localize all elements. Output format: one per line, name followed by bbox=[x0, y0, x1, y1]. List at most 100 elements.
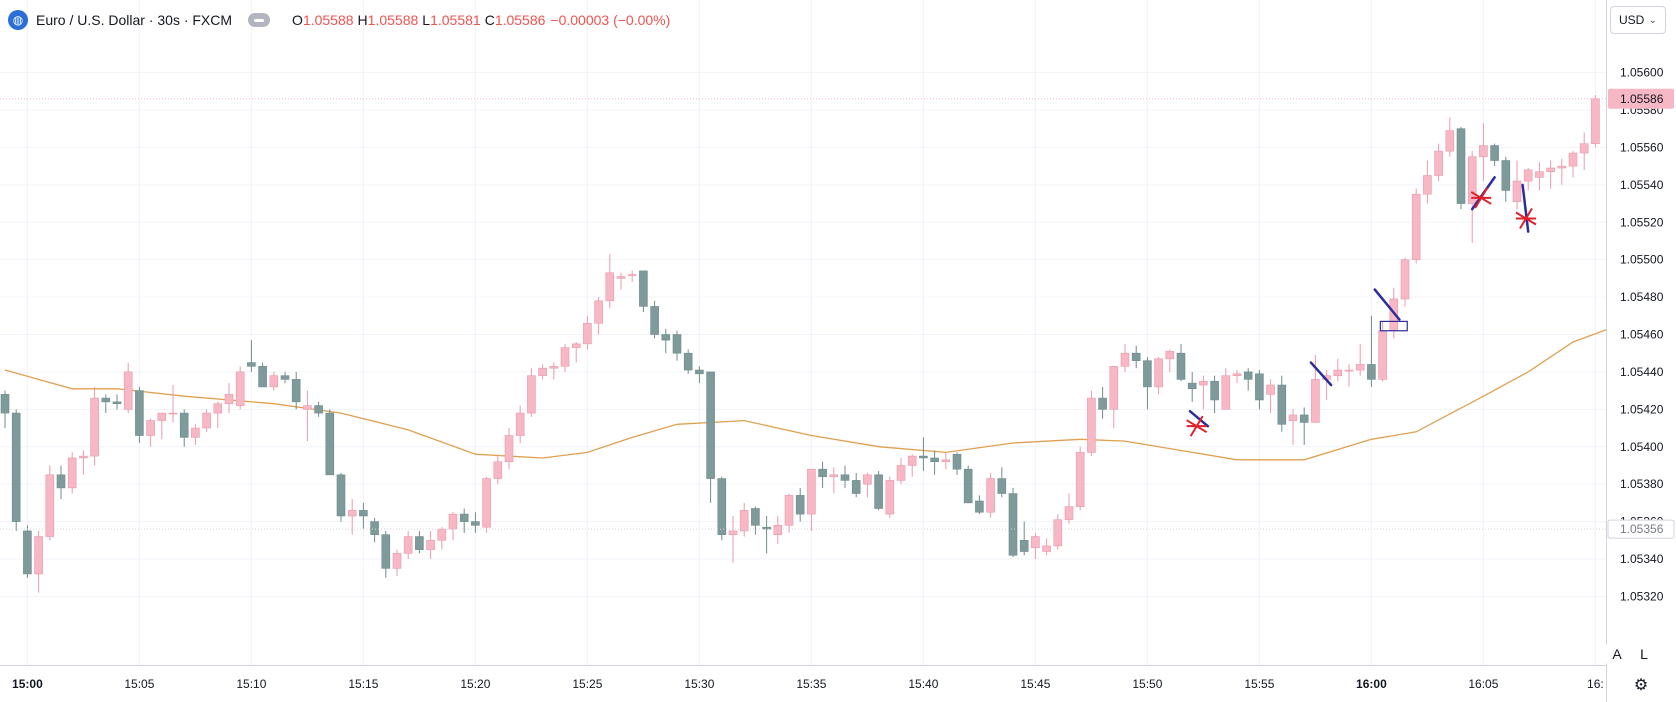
trend-line-drawing bbox=[1373, 288, 1401, 321]
candle-body bbox=[426, 539, 435, 550]
rectangle-drawing bbox=[1379, 320, 1408, 332]
candle bbox=[280, 371, 290, 384]
time-tick-label: 16: bbox=[1587, 677, 1604, 691]
candle-body bbox=[504, 435, 514, 463]
candle-body bbox=[538, 367, 547, 376]
candle-body bbox=[1456, 128, 1466, 204]
time-axis-background bbox=[0, 665, 1606, 702]
candle bbox=[146, 418, 155, 447]
candle-body bbox=[1053, 519, 1063, 547]
currency-label: USD bbox=[1619, 13, 1645, 27]
globe-icon[interactable]: ◍ bbox=[8, 10, 28, 30]
candle-body bbox=[605, 272, 615, 302]
candle bbox=[1411, 188, 1421, 264]
price-tick-label: 1.05560 bbox=[1620, 140, 1664, 154]
low-value: 1.05581 bbox=[430, 12, 481, 28]
candle bbox=[1523, 167, 1533, 191]
candle bbox=[1008, 487, 1018, 558]
candle-body bbox=[123, 371, 133, 410]
candle bbox=[448, 512, 458, 541]
candle-body bbox=[1546, 167, 1555, 173]
candle bbox=[1501, 156, 1511, 202]
candle bbox=[885, 476, 895, 518]
candle-body bbox=[1411, 193, 1421, 260]
candle bbox=[975, 495, 984, 515]
candle-body bbox=[997, 478, 1007, 494]
candle bbox=[471, 512, 480, 533]
candle-body bbox=[1042, 545, 1051, 552]
candle-body bbox=[840, 474, 850, 481]
candle-body bbox=[56, 474, 66, 489]
candle-body bbox=[1255, 373, 1264, 401]
candle-body bbox=[448, 513, 458, 530]
candle bbox=[818, 461, 827, 488]
candle-body bbox=[336, 474, 346, 517]
candle bbox=[1210, 375, 1219, 414]
price-tick-label: 1.05480 bbox=[1620, 290, 1664, 304]
price-tick-label: 1.05400 bbox=[1620, 440, 1664, 454]
price-tick-label: 1.05340 bbox=[1620, 552, 1664, 566]
close-value: 1.05586 bbox=[494, 12, 546, 28]
candle-body bbox=[583, 322, 592, 345]
symbol-legend: ◍ Euro / U.S. Dollar · 30s · FXCM O 1.055… bbox=[8, 8, 670, 32]
candle-body bbox=[280, 375, 290, 380]
candlestick-series[interactable] bbox=[0, 95, 1600, 593]
candle-body bbox=[1087, 397, 1096, 453]
crosshair-price-label: 1.05356 bbox=[1620, 522, 1664, 536]
candle bbox=[571, 341, 581, 363]
candle-body bbox=[0, 394, 10, 414]
candle bbox=[807, 468, 816, 531]
candle bbox=[1591, 95, 1600, 148]
candle bbox=[269, 371, 279, 391]
candle-body bbox=[1288, 414, 1298, 421]
price-tick-label: 1.05600 bbox=[1620, 66, 1664, 80]
price-tick-label: 1.05460 bbox=[1620, 328, 1664, 342]
currency-select[interactable]: USD ⌄ bbox=[1610, 6, 1666, 34]
candle-body bbox=[314, 405, 323, 414]
candle-body bbox=[1445, 130, 1455, 152]
chevron-down-icon: ⌄ bbox=[1648, 14, 1657, 26]
candle-body bbox=[112, 401, 122, 405]
candle-body bbox=[952, 453, 962, 470]
candle-body bbox=[1154, 358, 1163, 388]
candle-body bbox=[1591, 98, 1600, 144]
candle-body bbox=[415, 536, 424, 550]
candle bbox=[706, 371, 715, 503]
candle-body bbox=[571, 343, 581, 348]
time-tick-label: 15:25 bbox=[572, 677, 602, 691]
eye-icon[interactable] bbox=[248, 13, 271, 27]
candle-body bbox=[347, 510, 357, 517]
trend-line-drawing bbox=[1309, 361, 1333, 387]
gear-icon[interactable]: ⚙ bbox=[1633, 677, 1649, 694]
candle-body bbox=[90, 397, 99, 457]
candle bbox=[1557, 158, 1567, 185]
auto-scale-button[interactable]: A bbox=[1606, 643, 1628, 665]
candle-body bbox=[706, 371, 715, 479]
candle bbox=[392, 549, 402, 576]
candle-body bbox=[941, 459, 951, 463]
candle-body bbox=[1243, 371, 1253, 380]
candle bbox=[291, 371, 301, 410]
candle bbox=[605, 254, 615, 309]
candle-body bbox=[303, 405, 312, 410]
log-scale-button[interactable]: L bbox=[1633, 643, 1655, 665]
time-axis[interactable]: 15:00 15:05 15:10 15:15 15:20 15:25 15:30 15:35… bbox=[0, 665, 1606, 702]
candle-body bbox=[986, 478, 995, 513]
candle-body bbox=[1165, 351, 1175, 360]
candle bbox=[863, 472, 872, 498]
candle bbox=[1456, 126, 1466, 210]
candle bbox=[1019, 521, 1029, 556]
symbol-title[interactable]: Euro / U.S. Dollar · 30s · FXCM bbox=[36, 12, 233, 28]
candle bbox=[202, 409, 211, 432]
chart-drawings[interactable] bbox=[1186, 176, 1537, 437]
candle bbox=[45, 465, 55, 541]
candle bbox=[213, 401, 223, 429]
candle-body bbox=[1176, 352, 1186, 380]
time-tick-label: 15:35 bbox=[796, 677, 826, 691]
candle-body bbox=[739, 510, 749, 532]
candle bbox=[907, 454, 917, 477]
candle bbox=[101, 394, 111, 414]
candle-body bbox=[661, 334, 671, 341]
